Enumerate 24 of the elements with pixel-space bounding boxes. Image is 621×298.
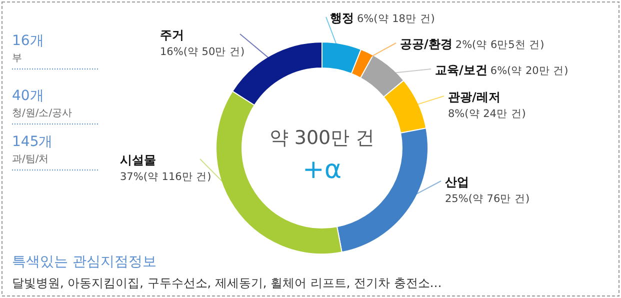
text: 특색있는 관심지점정보 xyxy=(12,254,156,270)
data-label: 8%(약 24만 건) xyxy=(448,108,526,120)
text: 과/팀/처 xyxy=(12,154,49,165)
slice-label: 시설물 xyxy=(120,153,156,167)
slice-label: 공공/환경 xyxy=(400,37,452,51)
slice-label: 관광/레저 xyxy=(448,90,500,104)
text: 145개 xyxy=(12,134,53,150)
text: 40개 xyxy=(12,88,44,104)
text: 부 xyxy=(12,53,22,64)
slice-label: 행정 xyxy=(330,11,354,25)
text: 달빛병원, 아동지킴이집, 구두수선소, 제세동기, 휠체어 리프트, 전기차 충전소… xyxy=(12,276,442,290)
text: +α xyxy=(302,155,342,185)
data-label: 25%(약 76만 건) xyxy=(445,193,530,205)
data-label: 16%(약 50만 건) xyxy=(160,46,245,58)
data-label: 6%(약 18만 건) xyxy=(357,13,435,25)
slice-label: 산업 xyxy=(445,175,469,189)
data-label: 6%(약 20만 건) xyxy=(490,65,568,77)
slice-label: 교육/보건 xyxy=(435,63,488,77)
slice-label: 주거 xyxy=(160,28,184,42)
text: 16개 xyxy=(12,33,44,49)
text: 청/원/소/공사 xyxy=(12,108,72,119)
text: 약 300만 건 xyxy=(269,127,375,149)
data-label: 37%(약 116만 건) xyxy=(120,171,212,183)
data-label: 2%(약 6만5천 건) xyxy=(455,39,544,51)
